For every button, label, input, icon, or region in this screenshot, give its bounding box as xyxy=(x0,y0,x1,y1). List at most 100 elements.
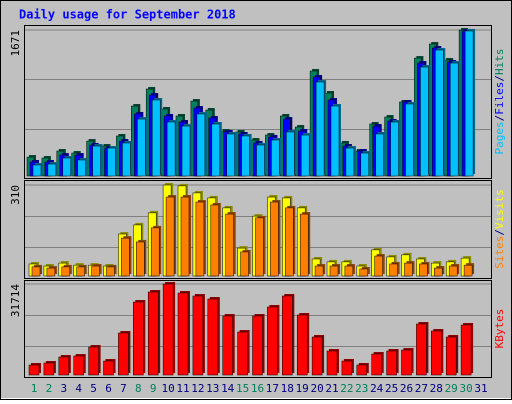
bar xyxy=(32,164,42,177)
x-tick-label: 7 xyxy=(120,382,127,395)
legend: Pages/Files/Hits xyxy=(493,49,506,155)
bar xyxy=(28,364,40,376)
bar xyxy=(267,306,278,376)
x-tick-label: 28 xyxy=(430,382,443,395)
legend-entry: Files xyxy=(493,82,506,115)
bar xyxy=(329,265,339,277)
bar xyxy=(133,301,144,376)
legend-separator: / xyxy=(493,229,506,236)
x-tick-label: 15 xyxy=(236,382,249,395)
bar xyxy=(118,332,129,376)
bar xyxy=(431,330,442,376)
x-tick-label: 18 xyxy=(281,382,294,395)
bar xyxy=(181,125,191,177)
bar xyxy=(137,118,146,177)
x-tick-label: 9 xyxy=(150,382,157,395)
bar xyxy=(271,139,280,177)
bar xyxy=(103,360,114,376)
bar xyxy=(207,298,219,376)
bar xyxy=(375,133,384,177)
bar xyxy=(121,237,130,277)
x-tick-label: 6 xyxy=(105,382,112,395)
bar xyxy=(460,324,472,376)
bar xyxy=(341,360,353,376)
x-tick-label: 25 xyxy=(385,382,398,395)
bar xyxy=(434,267,443,277)
x-tick-label: 12 xyxy=(191,382,204,395)
x-tick-label: 10 xyxy=(161,382,174,395)
bar xyxy=(448,265,458,277)
bar xyxy=(106,266,115,277)
bar xyxy=(88,346,99,376)
bar xyxy=(435,49,444,177)
bar xyxy=(314,265,324,277)
bar xyxy=(389,263,398,277)
bar xyxy=(464,30,474,177)
x-tick-label: 13 xyxy=(206,382,219,395)
x-tick-label: 30 xyxy=(459,382,472,395)
x-tick-label: 27 xyxy=(415,382,428,395)
bar xyxy=(62,157,72,177)
x-tick-label: 22 xyxy=(340,382,353,395)
x-tick-label: 3 xyxy=(60,382,67,395)
x-tick-label: 8 xyxy=(135,382,142,395)
bar xyxy=(210,204,220,277)
x-tick-label: 17 xyxy=(266,382,279,395)
bar xyxy=(192,295,204,376)
bar xyxy=(326,350,338,376)
bar xyxy=(282,295,293,376)
bar xyxy=(43,362,55,376)
bar xyxy=(386,350,397,376)
legend-entry: KBytes xyxy=(493,309,506,349)
bar xyxy=(371,353,382,376)
bar xyxy=(92,145,101,177)
bar xyxy=(300,134,310,177)
bar xyxy=(256,144,265,177)
bar xyxy=(401,349,412,376)
bar xyxy=(151,99,161,177)
x-tick-label: 19 xyxy=(296,382,309,395)
bar xyxy=(404,262,413,277)
bar xyxy=(285,207,294,277)
bar xyxy=(345,147,355,177)
bar xyxy=(147,291,159,376)
bar xyxy=(252,315,263,376)
legend-entry: Sites xyxy=(493,236,506,269)
chart-title: Daily usage for September 2018 xyxy=(19,8,236,22)
x-tick-label: 16 xyxy=(251,382,264,395)
x-tick-label: 1 xyxy=(31,382,38,395)
bar xyxy=(166,121,176,177)
bar xyxy=(330,105,340,177)
bar xyxy=(360,152,370,177)
x-tick-label: 29 xyxy=(445,382,458,395)
bar xyxy=(195,201,205,277)
x-tick-label: 26 xyxy=(400,382,413,395)
bar xyxy=(165,196,175,277)
x-tick-label: 5 xyxy=(90,382,97,395)
legend-separator: / xyxy=(493,115,506,122)
bar xyxy=(419,263,428,277)
bar xyxy=(91,265,100,277)
bar xyxy=(241,135,250,177)
bar xyxy=(463,264,473,277)
bar xyxy=(58,356,70,376)
x-tick-label: 23 xyxy=(355,382,368,395)
bar xyxy=(177,292,189,376)
bar xyxy=(296,314,308,376)
bar xyxy=(445,336,457,376)
bar xyxy=(237,331,248,376)
x-tick-label: 24 xyxy=(370,382,384,395)
bar xyxy=(226,133,235,177)
bar xyxy=(286,131,295,177)
bar xyxy=(76,266,85,277)
bar xyxy=(225,213,234,277)
bar xyxy=(31,266,41,277)
bar xyxy=(150,227,160,277)
x-tick-label: 21 xyxy=(325,382,338,395)
bar xyxy=(255,217,264,277)
bar xyxy=(73,355,84,376)
legend-entry: Hits xyxy=(493,49,506,76)
x-tick-label: 31 xyxy=(474,382,487,395)
